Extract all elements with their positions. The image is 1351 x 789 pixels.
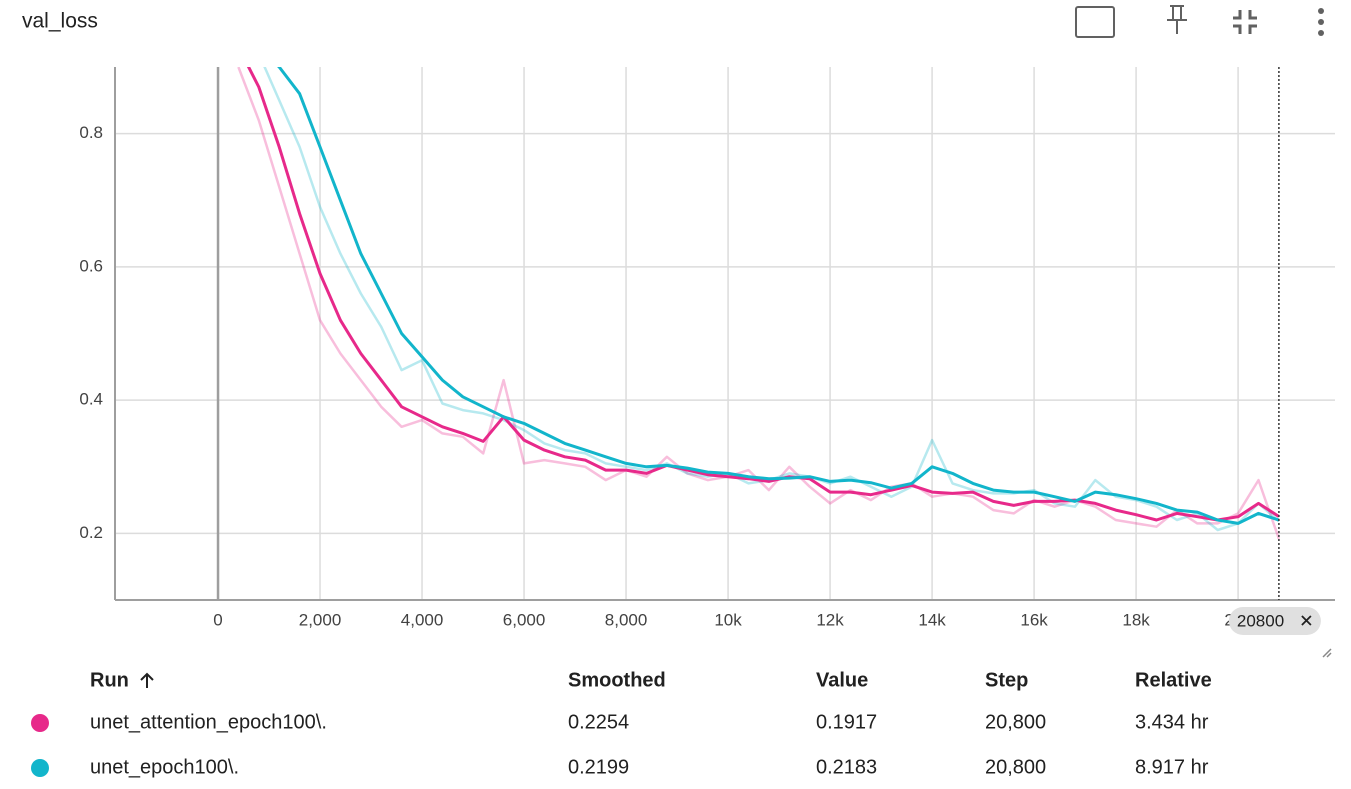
column-header: Relative: [1135, 669, 1212, 691]
smoothed-line: [277, 67, 1280, 525]
y-tick-label: 0.4: [79, 390, 103, 409]
x-tick-label: 16k: [1020, 610, 1048, 629]
toolbar[interactable]: [1075, 5, 1324, 38]
resize-handle: [1322, 648, 1332, 658]
table-cell: 0.2183: [816, 756, 877, 778]
x-tick-label: 2,000: [299, 610, 342, 629]
menu-button[interactable]: [1318, 8, 1324, 36]
cursor-badge: [1228, 607, 1321, 635]
table-cell: 8.917 hr: [1135, 756, 1209, 778]
chart-title: val_loss: [22, 10, 98, 33]
x-tick-label: 10k: [714, 610, 742, 629]
run-color: [31, 759, 49, 777]
column-header: Step: [985, 669, 1028, 691]
pin-button[interactable]: [1167, 5, 1187, 34]
table-cell: 20,800: [985, 711, 1046, 733]
collapse-button[interactable]: [1233, 10, 1257, 34]
cursor-step-label: 20800: [1237, 611, 1284, 630]
table-cell: unet_epoch100\.: [90, 756, 239, 778]
x-tick-label: 18k: [1122, 610, 1150, 629]
column-header: Value: [816, 669, 868, 691]
table-cell: unet_attention_epoch100\.: [90, 711, 327, 733]
raw-line: [237, 67, 1281, 540]
x-tick-label: 0: [213, 610, 222, 629]
column-header: Smoothed: [568, 669, 666, 691]
y-tick-label: 0.2: [79, 523, 103, 542]
run-header-arrow: [140, 672, 154, 688]
x-tick-label: 8,000: [605, 610, 648, 629]
column-header: Run: [90, 669, 129, 691]
smoothed-line: [246, 67, 1280, 522]
x-tick-label: 14k: [918, 610, 946, 629]
table-cell: 3.434 hr: [1135, 711, 1209, 733]
table-cell: 0.2254: [568, 711, 629, 733]
x-tick-label: 6,000: [503, 610, 546, 629]
x-tick-label: 4,000: [401, 610, 444, 629]
cursor-close: [1301, 615, 1312, 626]
run-color: [31, 714, 49, 732]
x-tick-label: 12k: [816, 610, 844, 629]
raw-line: [263, 67, 1280, 532]
table-cell: 20,800: [985, 756, 1046, 778]
table-cell: 0.1917: [816, 711, 877, 733]
fit-button[interactable]: [1075, 6, 1115, 38]
table-cell: 0.2199: [568, 756, 629, 778]
y-tick-label: 0.8: [79, 123, 103, 142]
y-tick-label: 0.6: [79, 256, 103, 275]
